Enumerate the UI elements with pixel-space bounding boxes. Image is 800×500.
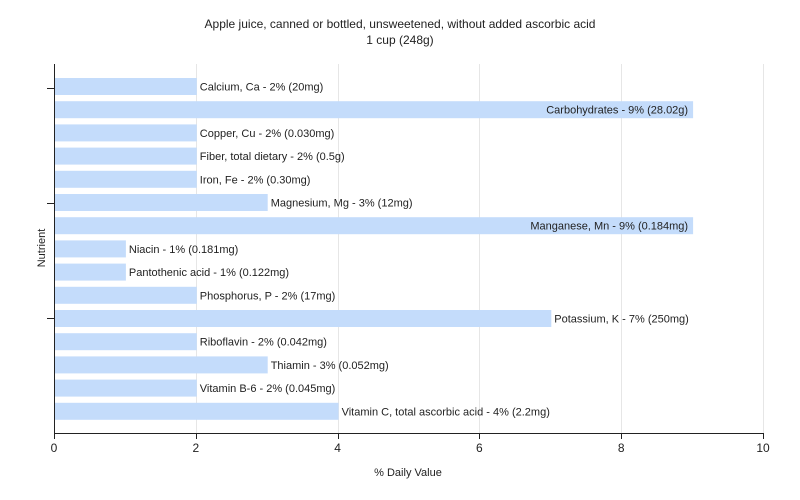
bar-iron-fe	[55, 170, 197, 188]
bar-pantothenic-acid	[55, 263, 126, 281]
x-tick-label: 10	[756, 441, 770, 455]
bar-thiamin	[55, 356, 268, 374]
x-tick-label: 4	[334, 441, 341, 455]
x-axis-label: % Daily Value	[374, 467, 442, 479]
data-label: Vitamin C, total ascorbic acid - 4% (2.2…	[342, 406, 550, 418]
bar-niacin	[55, 240, 126, 258]
bar-potassium-k	[55, 310, 552, 327]
y-axis-label: Nutrient	[36, 229, 48, 268]
data-label: Potassium, K - 7% (250mg)	[554, 314, 689, 326]
chart-title: Apple juice, canned or bottled, unsweete…	[204, 17, 596, 31]
bars: Calcium, Ca - 2% (20mg) Carbohydrates - 9…	[55, 78, 694, 420]
data-label: Niacin - 1% (0.181mg)	[129, 244, 238, 256]
data-label: Vitamin B-6 - 2% (0.045mg)	[200, 383, 336, 395]
data-label: Carbohydrates - 9% (28.02g)	[546, 105, 688, 117]
axes: 0 2 4 6 8 10	[47, 64, 770, 455]
grid	[196, 64, 764, 433]
bar-fiber-total-dietary	[55, 147, 197, 165]
x-tick-label: 2	[192, 441, 199, 455]
data-label: Calcium, Ca - 2% (20mg)	[200, 82, 323, 94]
data-label: Thiamin - 3% (0.052mg)	[271, 360, 389, 372]
bar-vitamin-b-6	[55, 379, 197, 397]
x-tick-label: 6	[476, 441, 483, 455]
data-label: Pantothenic acid - 1% (0.122mg)	[129, 267, 289, 279]
bar-calcium-ca	[55, 78, 197, 95]
x-tick-label: 0	[51, 441, 58, 455]
bar-magnesium-mg	[55, 194, 268, 211]
data-label: Riboflavin - 2% (0.042mg)	[200, 337, 327, 349]
data-label: Phosphorus, P - 2% (17mg)	[200, 290, 336, 302]
chart-subtitle: 1 cup (248g)	[366, 33, 434, 47]
data-label: Magnesium, Mg - 3% (12mg)	[271, 198, 413, 210]
data-label: Fiber, total dietary - 2% (0.5g)	[200, 151, 345, 163]
bar-vitamin-c-total-ascorbic-acid	[55, 402, 339, 420]
bar-copper-cu	[55, 124, 197, 142]
data-label: Manganese, Mn - 9% (0.184mg)	[530, 221, 688, 233]
bar-phosphorus-p	[55, 286, 197, 304]
bar-carbohydrates	[55, 101, 694, 119]
bar-riboflavin	[55, 333, 197, 351]
data-label: Copper, Cu - 2% (0.030mg)	[200, 128, 335, 140]
bar-manganese-mn	[55, 217, 694, 235]
data-label: Iron, Fe - 2% (0.30mg)	[200, 174, 311, 186]
x-tick-label: 8	[618, 441, 625, 455]
